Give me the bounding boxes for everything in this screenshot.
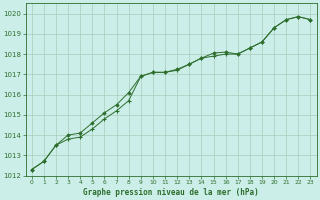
X-axis label: Graphe pression niveau de la mer (hPa): Graphe pression niveau de la mer (hPa) <box>83 188 259 197</box>
